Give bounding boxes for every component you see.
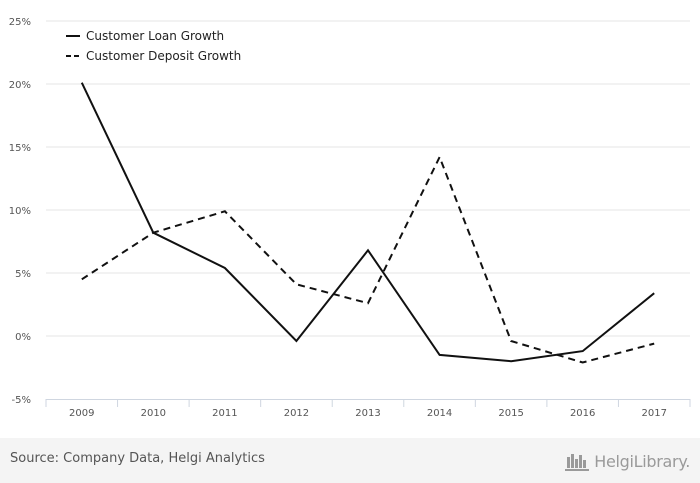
x-tick-label: 2009: [69, 408, 94, 419]
x-tick-label: 2011: [212, 408, 237, 419]
brand-name: HelgiLibrary.: [594, 451, 690, 471]
source-note: Source: Company Data, Helgi Analytics: [10, 451, 265, 466]
x-tick-label: 2014: [427, 408, 452, 419]
x-tick-label: 2015: [498, 408, 523, 419]
series-line-0: [80, 82, 655, 363]
x-tick-label: 2017: [641, 408, 666, 419]
gridlines: [46, 20, 690, 337]
x-tick-label: 2012: [284, 408, 309, 419]
y-tick-label: 10%: [9, 206, 31, 217]
legend-label: Customer Deposit Growth: [86, 49, 241, 63]
y-tick-label: 15%: [9, 143, 31, 154]
y-tick-label: 25%: [9, 17, 31, 28]
library-icon: [565, 454, 590, 471]
series-line-1: [81, 154, 655, 364]
x-axis: 2009 2010 2011 2012 2013 2014 2015 2016 2017: [45, 399, 691, 419]
y-tick-label: 5%: [15, 269, 31, 280]
legend: Customer Loan Growth Customer Deposit Gro…: [66, 29, 241, 63]
chart-footer: Source: Company Data, Helgi Analytics He…: [0, 438, 700, 483]
x-tick-label: 2016: [570, 408, 595, 419]
y-axis: -5% 0% 5% 10% 15% 20% 25%: [9, 17, 31, 406]
line-chart: 2009 2010 2011 2012 2013 2014 2015 2016 2017 -5%…: [9, 17, 691, 419]
brand-logo: HelgiLibrary.: [564, 449, 690, 473]
x-tick-label: 2010: [141, 408, 166, 419]
x-tick-label: 2013: [355, 408, 380, 419]
series-lines: [80, 82, 655, 364]
y-tick-label: -5%: [12, 395, 31, 406]
y-tick-label: 0%: [15, 332, 31, 343]
y-tick-label: 20%: [9, 80, 31, 91]
legend-label: Customer Loan Growth: [86, 29, 224, 43]
